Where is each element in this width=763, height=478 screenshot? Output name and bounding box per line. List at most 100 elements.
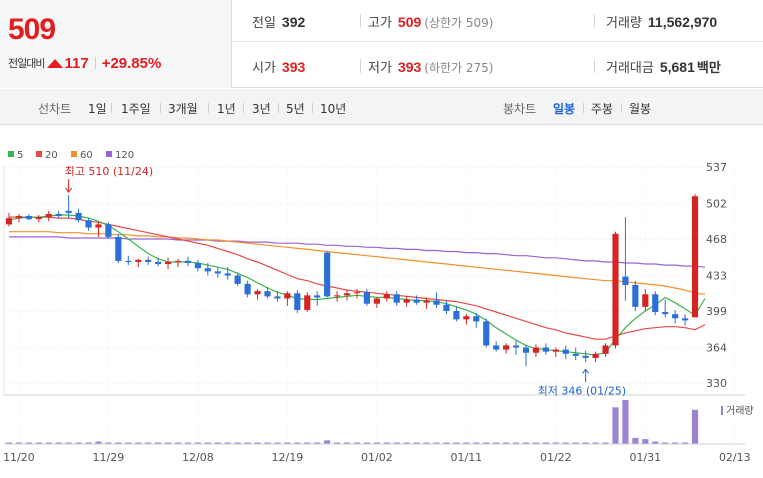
candle-down (85, 220, 92, 228)
y-tick-label: 364 (706, 342, 727, 355)
volume-bar (612, 407, 619, 444)
tab-candle-weekly[interactable]: 주봉 (591, 102, 614, 116)
trade-value-unit: 백만 (696, 61, 721, 76)
tab-candle-daily[interactable]: 일봉 (553, 102, 576, 116)
ma20-line (9, 216, 706, 340)
upper-limit: (상한가 509) (424, 16, 494, 30)
legend-label: 5 (17, 150, 23, 161)
volume: 거래량 11,562,970 (606, 12, 717, 31)
volume-bar (244, 442, 251, 444)
volume-value: 11,562,970 (647, 14, 718, 30)
candle-up (592, 353, 599, 358)
chart-legend: 5 20 60 120 (8, 150, 134, 161)
volume-bar (65, 442, 72, 444)
tab-line-5y[interactable]: 5년 (286, 102, 305, 116)
volume-bars: 거래량 (5, 400, 754, 444)
candle-down (512, 345, 520, 348)
volume-bar (363, 442, 370, 444)
legend-label: 60 (80, 150, 93, 161)
candle-up (383, 294, 390, 299)
volume-bar (164, 442, 172, 444)
volume-bar (582, 442, 589, 444)
legend-swatch (8, 151, 14, 157)
y-tick-label: 468 (706, 233, 727, 246)
volume-bar (652, 441, 659, 444)
high-price: 고가 509 (상한가 509) (368, 12, 493, 31)
candle-up (373, 298, 380, 304)
x-tick-label: 02/13 (719, 451, 751, 464)
volume-bar (224, 442, 231, 444)
price-panel: 509 전일대비 117 +29.85% (0, 0, 232, 88)
candle-up (135, 259, 142, 262)
candlestick-chart[interactable]: 5 20 60 120 최고 510 (11/24) 최저 346 (01/25) 53… (0, 126, 763, 478)
candle-down (314, 295, 321, 298)
volume-label: 거래량 (606, 16, 642, 31)
y-tick-label: 433 (706, 270, 727, 283)
volume-bar (453, 442, 460, 444)
open-price: 시가 393 (252, 57, 305, 76)
divider (208, 103, 209, 113)
candle-up (612, 233, 619, 346)
divider (583, 103, 584, 113)
x-tick-label: 01/31 (629, 451, 661, 464)
legend-label: 20 (45, 150, 58, 161)
candle-up (691, 196, 699, 318)
volume-bar (672, 442, 679, 444)
volume-bar (483, 442, 490, 444)
tab-line-1w[interactable]: 1주일 (121, 102, 151, 116)
candle-down (572, 353, 579, 356)
tab-line-1d[interactable]: 1일 (88, 102, 107, 116)
candle-up (602, 345, 609, 354)
candle-down (25, 216, 32, 220)
volume-label: 거래량 (726, 405, 754, 417)
candle-down (522, 347, 530, 353)
y-tick-label: 502 (706, 198, 727, 211)
volume-bar (135, 442, 142, 444)
candle-up (503, 345, 510, 350)
volume-bar (403, 442, 410, 444)
legend-label: 120 (115, 150, 134, 161)
volume-bar (105, 442, 112, 444)
candle-up (353, 292, 361, 294)
tab-line-3m[interactable]: 3개월 (168, 102, 198, 116)
divider (621, 103, 622, 113)
candle-up (164, 261, 172, 265)
y-tick-label: 330 (706, 377, 727, 390)
x-tick-label: 01/22 (540, 451, 572, 464)
candle-up (254, 291, 261, 295)
divider (278, 103, 279, 113)
volume-bar (373, 442, 380, 444)
candle-down (393, 294, 400, 303)
volume-bar (433, 442, 440, 444)
volume-bar (75, 442, 82, 444)
divider (594, 59, 595, 73)
high-label: 고가 (368, 16, 392, 31)
volume-bar (264, 442, 271, 444)
quote-row-1: 전일 392 고가 509 (상한가 509) 거래량 11,562,970 (232, 0, 763, 42)
tab-line-1y[interactable]: 1년 (217, 102, 236, 116)
volume-bar (85, 442, 92, 444)
tab-line-3y[interactable]: 3년 (252, 102, 271, 116)
tab-candle-monthly[interactable]: 월봉 (629, 102, 652, 116)
volume-bar (314, 442, 321, 444)
candle-down (324, 252, 331, 297)
candle-down (184, 260, 192, 263)
volume-bar (115, 442, 122, 444)
volume-bar (493, 442, 500, 444)
quote-row-2: 시가 393 저가 393 (하한가 275) 거래대금 5,681 백만 (232, 45, 763, 88)
candle-down (274, 296, 281, 299)
x-axis: 11/20 11/29 12/08 12/19 01/02 01/11 01/22 01/31… (3, 443, 751, 464)
tab-line-10y[interactable]: 10년 (320, 102, 347, 116)
low-price: 저가 393 (하한가 275) (368, 57, 493, 76)
y-axis: 537 502 468 433 399 364 330 (706, 161, 727, 390)
volume-bar (473, 442, 480, 444)
volume-bar (393, 442, 400, 444)
ma5-line (8, 214, 706, 356)
volume-bar (562, 442, 569, 444)
volume-bar (214, 442, 221, 444)
candle-down (65, 210, 72, 213)
volume-bar (542, 442, 549, 444)
volume-bar (572, 442, 579, 444)
candle-up (343, 293, 351, 296)
y-tick-label: 399 (706, 305, 727, 318)
